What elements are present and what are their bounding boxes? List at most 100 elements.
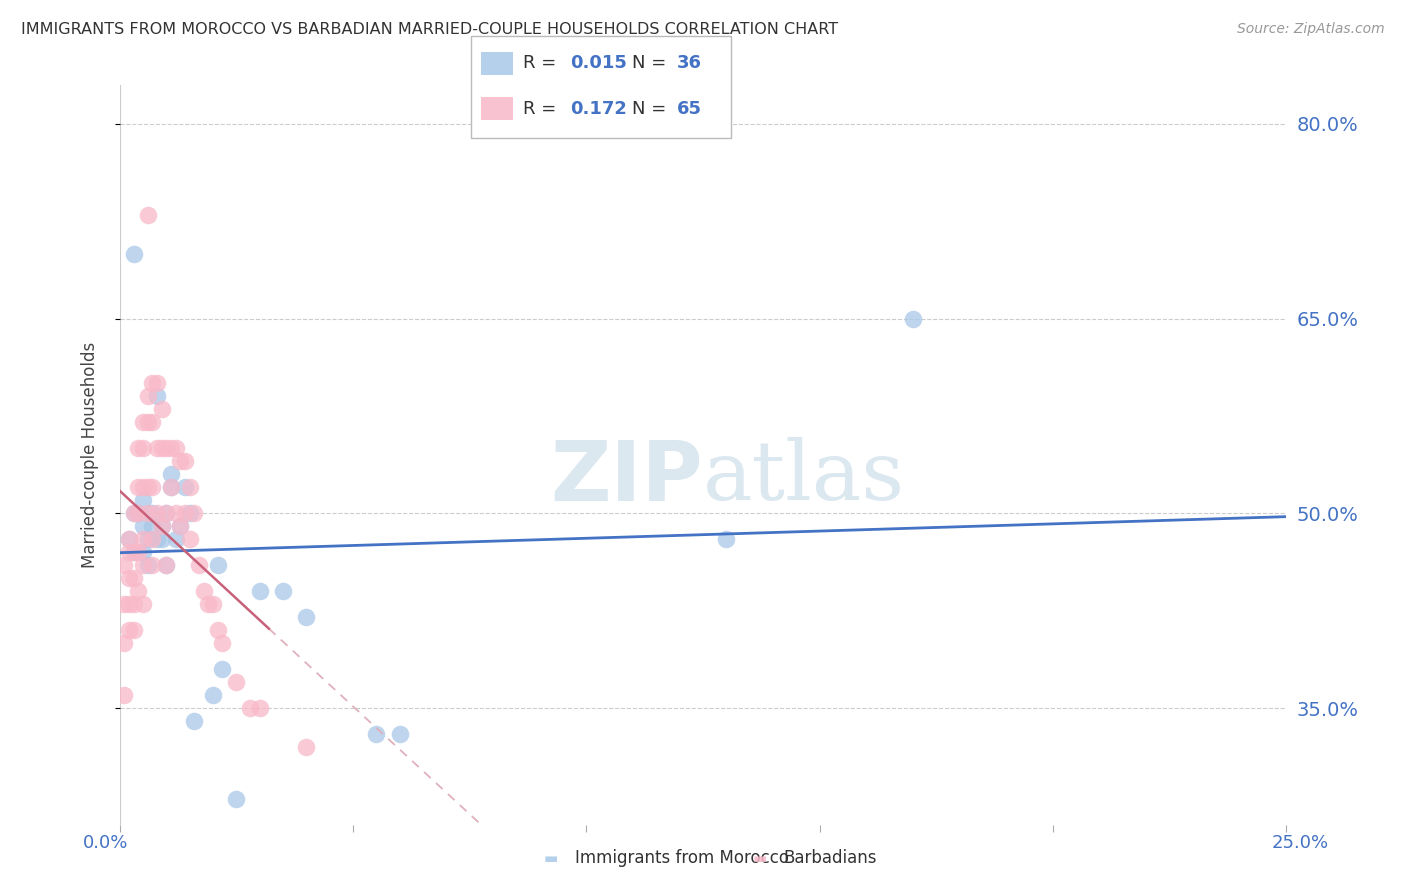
Point xyxy=(136,558,159,573)
Point xyxy=(197,597,219,611)
Point xyxy=(183,714,205,729)
Point xyxy=(132,545,155,559)
Point xyxy=(122,507,145,521)
Point xyxy=(155,558,177,573)
Point xyxy=(132,558,155,573)
Point xyxy=(146,533,169,547)
Point xyxy=(136,416,159,430)
Point xyxy=(112,597,135,611)
Point xyxy=(160,480,183,494)
Text: 36: 36 xyxy=(676,54,702,72)
Point xyxy=(187,558,209,573)
Point xyxy=(183,507,205,521)
Point xyxy=(132,416,155,430)
Text: ▬: ▬ xyxy=(544,851,558,865)
Point xyxy=(179,480,201,494)
Point xyxy=(207,624,229,638)
Point xyxy=(127,480,149,494)
Text: ▬: ▬ xyxy=(752,851,766,865)
Point xyxy=(901,311,924,326)
Point xyxy=(122,246,145,260)
Text: 65: 65 xyxy=(676,100,702,118)
Point xyxy=(169,519,191,533)
Point xyxy=(112,636,135,650)
Point xyxy=(118,545,141,559)
Point xyxy=(239,701,262,715)
Point xyxy=(179,507,201,521)
Text: Immigrants from Morocco: Immigrants from Morocco xyxy=(575,849,789,867)
Point xyxy=(201,597,224,611)
Point xyxy=(165,507,187,521)
Point xyxy=(173,507,195,521)
Point xyxy=(160,480,183,494)
Point xyxy=(118,597,141,611)
Text: 0.015: 0.015 xyxy=(569,54,627,72)
Point xyxy=(136,389,159,403)
Point xyxy=(132,442,155,456)
Point xyxy=(160,442,183,456)
Text: Barbadians: Barbadians xyxy=(783,849,877,867)
Text: N =: N = xyxy=(633,100,672,118)
Point xyxy=(160,467,183,482)
Point xyxy=(122,571,145,585)
Point xyxy=(169,519,191,533)
Point xyxy=(201,688,224,702)
Point xyxy=(122,624,145,638)
Point xyxy=(141,416,163,430)
Point xyxy=(249,584,271,599)
Point xyxy=(122,597,145,611)
Point xyxy=(136,480,159,494)
Point xyxy=(141,507,163,521)
Point xyxy=(295,610,318,624)
Point xyxy=(127,442,149,456)
Text: 25.0%: 25.0% xyxy=(1272,834,1329,852)
Point xyxy=(146,389,169,403)
Point xyxy=(118,533,141,547)
Point xyxy=(136,533,159,547)
Point xyxy=(295,740,318,755)
Point xyxy=(366,727,388,741)
Point xyxy=(132,533,155,547)
Point xyxy=(136,208,159,222)
Point xyxy=(271,584,294,599)
Text: N =: N = xyxy=(633,54,672,72)
Point xyxy=(118,533,141,547)
Point xyxy=(141,558,163,573)
Point xyxy=(127,584,149,599)
Text: R =: R = xyxy=(523,100,562,118)
Point xyxy=(165,442,187,456)
Point xyxy=(388,727,411,741)
Point xyxy=(132,493,155,508)
Text: R =: R = xyxy=(523,54,562,72)
Point xyxy=(122,507,145,521)
Point xyxy=(150,533,173,547)
Point xyxy=(155,442,177,456)
Text: 0.0%: 0.0% xyxy=(83,834,128,852)
Point xyxy=(249,701,271,715)
Point xyxy=(127,507,149,521)
Text: 0.172: 0.172 xyxy=(569,100,627,118)
Point xyxy=(127,507,149,521)
Point xyxy=(112,558,135,573)
Point xyxy=(173,480,195,494)
Text: Source: ZipAtlas.com: Source: ZipAtlas.com xyxy=(1237,22,1385,37)
FancyBboxPatch shape xyxy=(481,97,513,120)
Point xyxy=(122,545,145,559)
FancyBboxPatch shape xyxy=(481,52,513,75)
Point xyxy=(141,519,163,533)
Point xyxy=(150,442,173,456)
Text: atlas: atlas xyxy=(703,437,905,517)
Point xyxy=(155,507,177,521)
Point xyxy=(207,558,229,573)
Point xyxy=(716,533,738,547)
FancyBboxPatch shape xyxy=(471,36,731,138)
Point xyxy=(132,480,155,494)
Point xyxy=(118,624,141,638)
Point xyxy=(211,662,233,676)
Point xyxy=(155,558,177,573)
Point xyxy=(146,376,169,391)
Point xyxy=(132,597,155,611)
Point xyxy=(150,402,173,417)
Point xyxy=(155,507,177,521)
Point xyxy=(141,480,163,494)
